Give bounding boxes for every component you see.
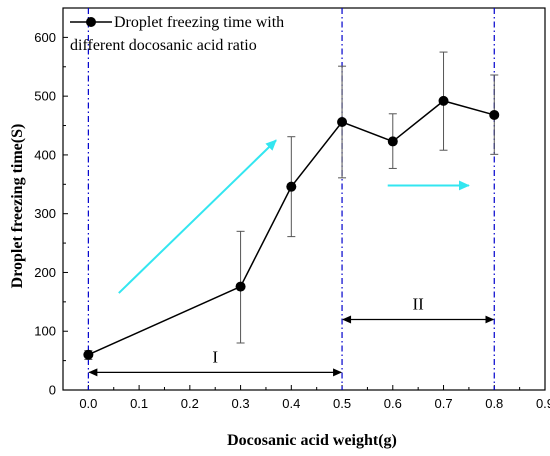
legend-marker	[86, 17, 96, 27]
data-point	[387, 136, 398, 147]
x-tick-label: 0.2	[181, 396, 199, 411]
x-tick-label: 0.3	[232, 396, 250, 411]
y-tick-label: 0	[49, 383, 56, 398]
data-point	[83, 349, 94, 360]
x-axis-title: Docosanic acid weight(g)	[227, 432, 397, 449]
x-tick-label: 0.1	[130, 396, 148, 411]
x-tick-label: 0.0	[79, 396, 97, 411]
legend-label-line-1: Droplet freezing time with	[114, 14, 284, 31]
plot-frame	[62, 7, 546, 391]
y-tick-label: 300	[34, 206, 56, 221]
y-tick-label: 500	[34, 89, 56, 104]
data-point	[489, 109, 500, 120]
trend-arrow	[118, 139, 277, 294]
data-point	[286, 181, 297, 192]
data-point	[438, 95, 449, 106]
x-tick-label: 0.8	[485, 396, 503, 411]
y-tick-label: 600	[34, 30, 56, 45]
region-label: I	[212, 347, 218, 366]
y-axis-title: Droplet freezing time(S)	[9, 124, 26, 289]
data-point	[235, 281, 246, 292]
x-tick-label: 0.6	[384, 396, 402, 411]
y-tick-label: 400	[34, 147, 56, 162]
x-tick-label: 0.7	[434, 396, 452, 411]
x-tick-label: 0.4	[282, 396, 300, 411]
y-tick-label: 100	[34, 324, 56, 339]
region-label: II	[412, 294, 424, 313]
legend-label-line-2: different docosanic acid ratio	[70, 37, 257, 54]
y-tick-label: 200	[34, 265, 56, 280]
data-point	[337, 117, 348, 128]
x-tick-label: 0.5	[333, 396, 351, 411]
x-tick-label: 0.9	[536, 396, 550, 411]
